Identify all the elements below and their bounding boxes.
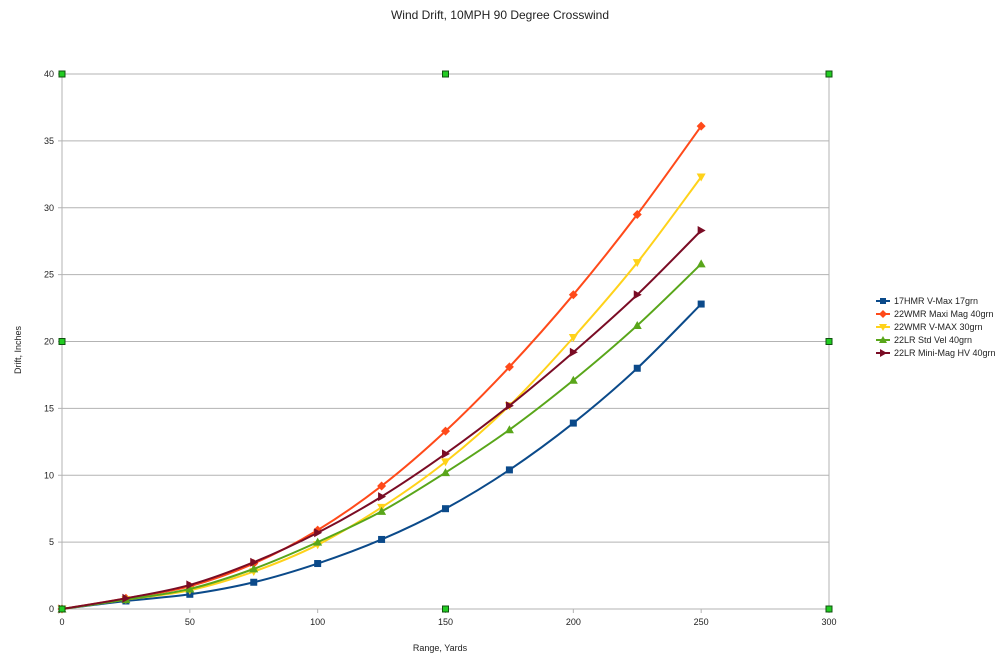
legend-swatch [876, 309, 890, 318]
data-point [314, 528, 323, 538]
series-line [61, 176, 702, 610]
data-point [250, 578, 258, 586]
y-tick-label: 20 [44, 337, 54, 347]
x-tick-label: 100 [310, 617, 325, 627]
series [58, 300, 705, 613]
y-axis-label: Drift, Inches [13, 326, 23, 375]
data-point [697, 300, 705, 308]
data-point [313, 537, 323, 546]
series-line [61, 229, 702, 610]
legend-label: 22LR Mini-Mag HV 40grn [894, 347, 996, 358]
data-point [633, 290, 642, 300]
data-point [568, 290, 578, 300]
selection-handle[interactable] [442, 605, 449, 613]
data-point [696, 173, 706, 182]
x-tick-label: 150 [438, 617, 453, 627]
series [58, 225, 706, 614]
data-point [250, 557, 259, 567]
data-point [378, 492, 387, 502]
x-tick-label: 50 [185, 617, 195, 627]
legend-marker [880, 348, 887, 357]
legend-marker [879, 323, 887, 331]
y-tick-label: 40 [44, 69, 54, 79]
y-tick-label: 35 [44, 136, 54, 146]
data-point [378, 535, 386, 543]
data-point [441, 458, 450, 467]
data-point [697, 225, 706, 235]
data-point [249, 564, 259, 573]
legend-item: 22LR Mini-Mag HV 40grn [876, 346, 996, 359]
y-tick-label: 5 [49, 537, 54, 547]
legend-swatch [876, 348, 890, 357]
x-tick-label: 300 [821, 617, 836, 627]
series-line [61, 303, 702, 610]
series [57, 259, 706, 613]
data-point [442, 505, 449, 513]
data-point [122, 593, 131, 603]
selection-handle[interactable] [58, 70, 66, 78]
series-line [61, 263, 702, 610]
data-point [504, 362, 514, 372]
x-axis-label: Range, Yards [412, 643, 468, 653]
legend-label: 22LR Std Vel 40grn [894, 334, 973, 345]
data-point [377, 481, 387, 491]
data-point [504, 425, 514, 434]
data-point [569, 347, 578, 357]
data-point [186, 580, 195, 590]
data-point [568, 333, 578, 342]
series-line [61, 125, 702, 610]
legend-item: 17HMR V-Max 17grn [876, 294, 996, 307]
x-tick-label: 200 [566, 617, 581, 627]
data-point [377, 506, 387, 515]
selection-handle[interactable] [825, 70, 833, 78]
y-tick-label: 30 [44, 203, 54, 213]
legend-marker [879, 309, 887, 318]
legend-item: 22WMR V-MAX 30grn [876, 320, 996, 333]
data-point [505, 401, 514, 411]
x-tick-label: 250 [694, 617, 709, 627]
y-tick-label: 0 [49, 604, 54, 614]
data-point [568, 375, 578, 384]
data-point [441, 426, 450, 436]
legend-marker [880, 297, 886, 304]
legend-label: 22WMR V-MAX 30grn [894, 321, 983, 332]
selection-handle[interactable] [825, 338, 833, 345]
legend-swatch [876, 335, 890, 343]
y-tick-label: 10 [44, 470, 54, 480]
data-point [314, 560, 322, 568]
data-point [696, 121, 706, 131]
data-point [633, 364, 641, 372]
y-tick-label: 25 [44, 270, 54, 280]
legend-item: 22WMR Maxi Mag 40grn [876, 307, 996, 320]
selection-handle[interactable] [825, 605, 833, 613]
data-point [696, 259, 706, 268]
x-tick-label: 0 [59, 617, 64, 627]
y-tick-label: 15 [44, 403, 54, 413]
selection-handle[interactable] [442, 70, 449, 78]
selection-handle[interactable] [58, 338, 66, 345]
selection-handle[interactable] [58, 605, 66, 613]
data-point [505, 466, 513, 474]
data-point [632, 259, 642, 268]
legend: 17HMR V-Max 17grn 22WMR Maxi Mag 40grn 2… [876, 294, 996, 359]
legend-marker [879, 335, 887, 343]
data-point [441, 468, 450, 477]
data-point [569, 419, 577, 427]
legend-item: 22LR Std Vel 40grn [876, 333, 996, 346]
legend-label: 22WMR Maxi Mag 40grn [894, 308, 994, 319]
data-point [632, 209, 642, 219]
data-point [442, 449, 450, 459]
data-point [632, 320, 642, 329]
legend-label: 17HMR V-Max 17grn [894, 295, 979, 306]
data-point [185, 584, 195, 593]
legend-swatch [876, 297, 890, 304]
chart-title: Wind Drift, 10MPH 90 Degree Crosswind [390, 8, 610, 22]
legend-swatch [876, 323, 890, 331]
